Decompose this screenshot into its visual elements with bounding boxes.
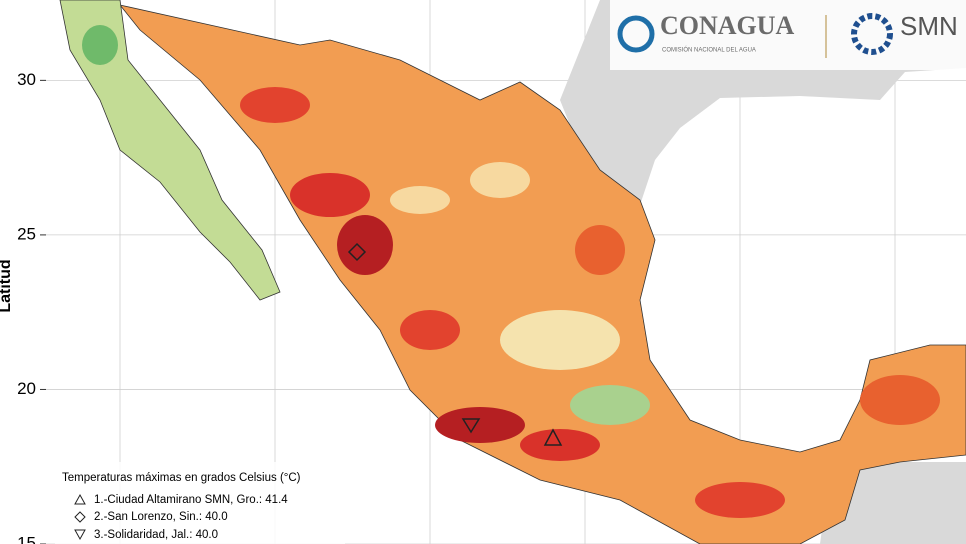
- conagua-icon: [617, 15, 655, 53]
- legend-item: 2.-San Lorenzo, Sin.: 40.0: [94, 511, 228, 523]
- baja-california: [59, 0, 281, 301]
- station-marker: [543, 428, 563, 446]
- legend-item: 1.-Ciudad Altamirano SMN, Gro.: 41.4: [94, 494, 288, 506]
- hot-patch: [575, 225, 625, 275]
- mexico-mainland: [118, 4, 966, 544]
- hot-patch: [860, 375, 940, 425]
- mild-patch: [500, 310, 620, 370]
- cool-patch: [570, 385, 650, 425]
- mild-patch: [390, 186, 450, 214]
- logo-name: CONAGUA: [660, 11, 795, 40]
- y-tick-label: 30: [17, 70, 36, 89]
- legend-title: Temperaturas máximas en grados Celsius (…: [62, 472, 301, 484]
- hot-patch: [695, 482, 785, 518]
- y-tick-label: 15: [17, 533, 36, 544]
- logo-backdrop: [610, 0, 966, 70]
- heat-patches: [82, 25, 940, 518]
- legend-item: 3.-Solidaridad, Jal.: 40.0: [94, 529, 218, 541]
- logo-smn: SMN: [900, 11, 958, 41]
- logo-subtitle: COMISIÓN NACIONAL DEL AGUA: [662, 47, 756, 54]
- hot-patch: [435, 407, 525, 443]
- hot-patch: [240, 87, 310, 123]
- hot-patch: [400, 310, 460, 350]
- y-axis-label: Latitud: [0, 259, 14, 312]
- y-tick-label: 25: [17, 224, 36, 243]
- hot-patch: [337, 215, 393, 275]
- legend-symbol: [74, 493, 86, 505]
- y-ticks: 30 25 20 15: [17, 70, 46, 544]
- legend-backdrop: [55, 462, 345, 544]
- mild-patch: [470, 162, 530, 198]
- cool-patch: [82, 25, 118, 65]
- y-tick-label: 20: [17, 379, 36, 398]
- station-marker: [461, 418, 481, 434]
- station-marker: [347, 242, 367, 262]
- hot-patch: [290, 173, 370, 217]
- smn-icon: [851, 13, 893, 55]
- legend-symbol: [74, 511, 86, 523]
- legend-symbol: [74, 529, 86, 541]
